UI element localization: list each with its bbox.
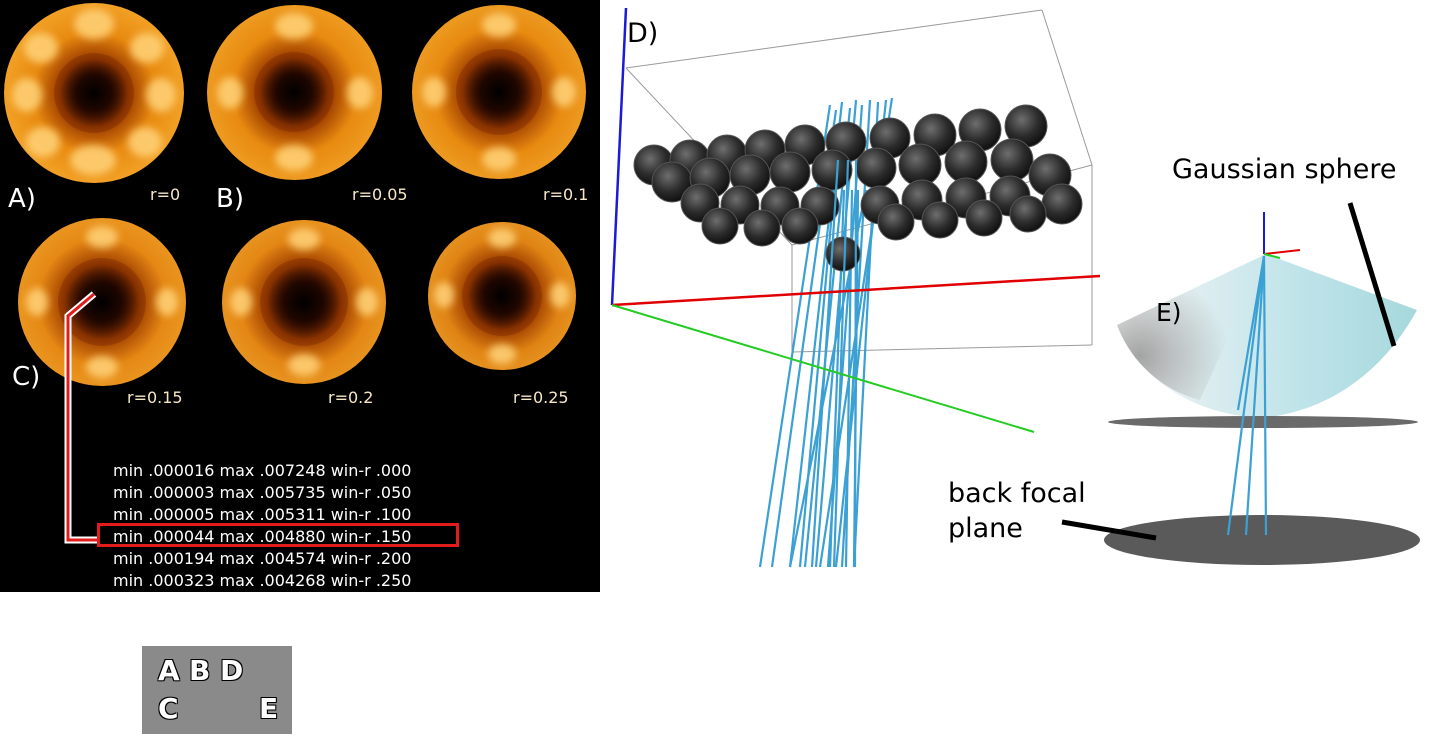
pupil-disc-r0 (4, 3, 184, 183)
optics-3d-scene (610, 7, 1420, 568)
lone-sphere (825, 236, 861, 272)
panel-label-e: E) (1156, 298, 1182, 327)
legend-letter-a: A (158, 654, 180, 687)
panel-label-d: D) (627, 18, 659, 49)
axis-x (611, 274, 1101, 307)
radius-label-r005: r=0.05 (352, 185, 408, 204)
layout-legend: A B D C E (142, 646, 292, 734)
legend-letter-d: D (220, 654, 244, 687)
pupil-disc-r01 (412, 5, 586, 179)
panel-label-c: C) (12, 362, 41, 392)
pupil-disc-r005 (207, 5, 382, 180)
highlight-box (97, 523, 459, 547)
sphere-array (633, 104, 1083, 272)
gaussian-rays (1226, 255, 1268, 536)
legend-letter-e: E (259, 692, 279, 725)
legend-letter-c: C (158, 692, 179, 725)
gaussian-sphere-shadow (1108, 416, 1418, 428)
axis-z (610, 7, 628, 306)
pupil-image-panel: r=0 r=0.05 r=0.1 r=0.15 r=0.2 r=0.25 A) … (0, 0, 600, 592)
pupil-disc-r025 (428, 222, 576, 370)
gaussian-sphere-label: Gaussian sphere (1172, 154, 1397, 185)
highlight-connector (64, 291, 97, 544)
radius-label-r02: r=0.2 (328, 388, 374, 407)
gaussian-sphere-pointer (1347, 202, 1397, 347)
back-focal-plane-label-line1: back focal (948, 478, 1086, 509)
back-focal-plane-pointer (1061, 519, 1157, 541)
back-focal-plane-label-line2: plane (948, 513, 1023, 544)
pupil-disc-r015 (18, 218, 186, 386)
legend-letter-b: B (189, 654, 211, 687)
radius-label-r01: r=0.1 (543, 185, 589, 204)
stats-row: min .000016 max .007248 win-r .000 (113, 461, 412, 480)
gaussian-sphere-group (1104, 212, 1420, 565)
axis-y (611, 304, 1035, 433)
radius-label-r025: r=0.25 (513, 388, 569, 407)
radius-label-r015: r=0.15 (127, 388, 183, 407)
panel-label-a: A) (8, 184, 36, 214)
stats-row: min .000005 max .005311 win-r .100 (113, 505, 412, 524)
stats-row: min .000323 max .004268 win-r .250 (113, 571, 412, 590)
stats-list: min .000016 max .007248 win-r .000 min .… (113, 460, 411, 592)
stats-row-highlighted: min .000044 max .004880 win-r .150 (113, 527, 412, 546)
stats-row: min .000194 max .004574 win-r .200 (113, 549, 412, 568)
back-focal-plane (1104, 515, 1420, 565)
panel-label-b: B) (216, 184, 244, 214)
radius-label-r0: r=0 (150, 185, 181, 204)
stats-row: min .000003 max .005735 win-r .050 (113, 483, 412, 502)
pupil-disc-r02 (222, 220, 386, 384)
sphere-row-front (680, 175, 1083, 247)
coordinate-axes (610, 7, 1101, 433)
light-rays-front (810, 159, 858, 568)
